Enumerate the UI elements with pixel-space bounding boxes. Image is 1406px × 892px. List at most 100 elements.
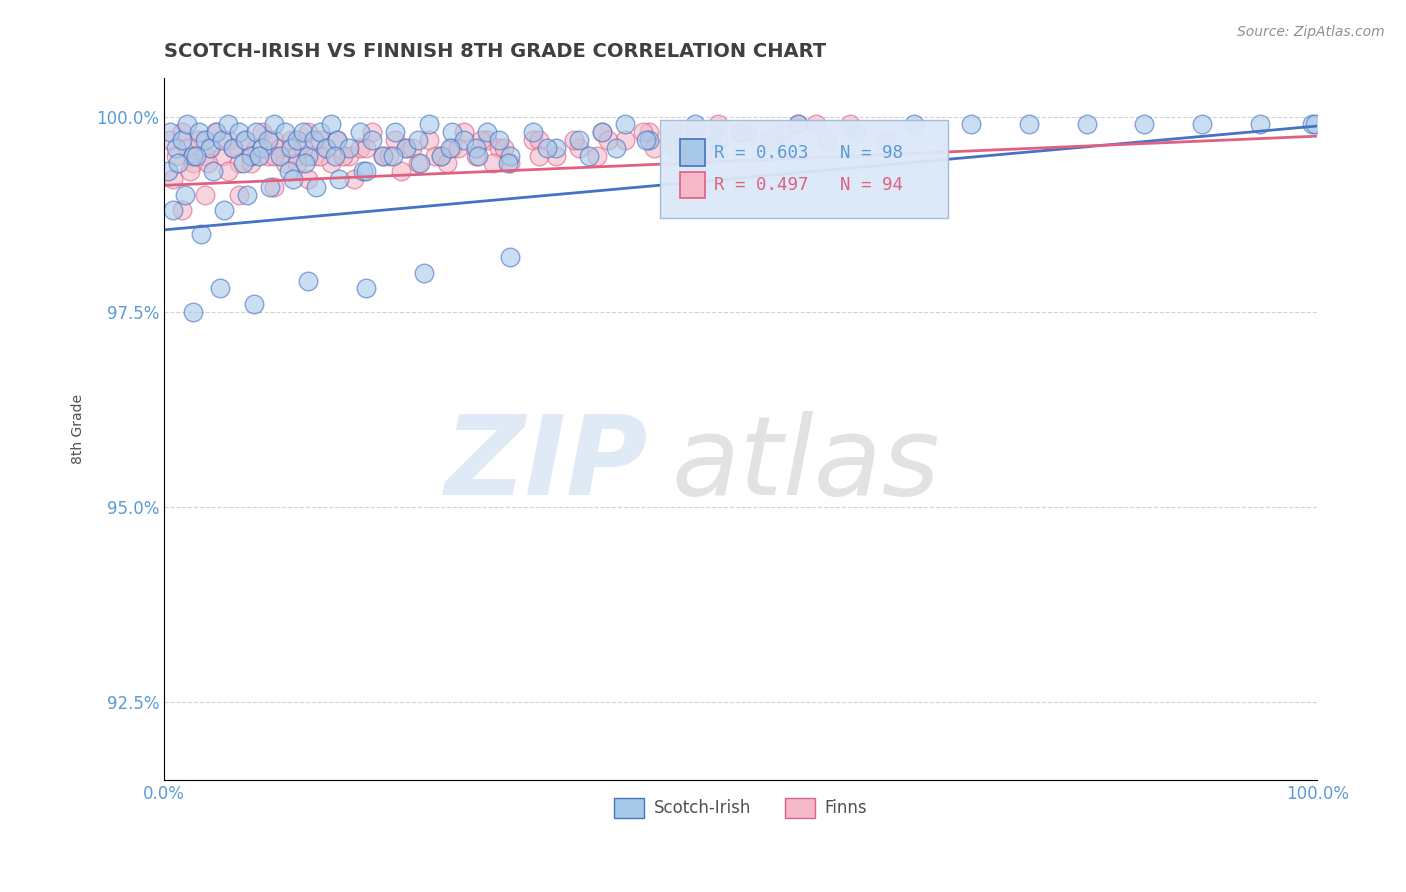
Point <box>453 125 475 139</box>
Point <box>1018 118 1040 132</box>
Point <box>425 149 447 163</box>
Point <box>637 133 659 147</box>
Point <box>1191 118 1213 132</box>
FancyBboxPatch shape <box>679 172 704 198</box>
Point <box>343 172 366 186</box>
Point <box>591 125 613 139</box>
Point <box>527 149 550 163</box>
Point <box>170 125 193 139</box>
Point <box>328 172 350 186</box>
Point <box>436 156 458 170</box>
Point <box>661 133 683 147</box>
Point <box>193 133 215 147</box>
Point <box>200 141 222 155</box>
Point <box>373 149 395 163</box>
Point <box>326 133 349 147</box>
Point <box>439 141 461 155</box>
Point <box>1249 118 1271 132</box>
Point <box>201 164 224 178</box>
Point <box>297 125 319 139</box>
Point <box>297 274 319 288</box>
Point <box>294 156 316 170</box>
Point <box>211 149 233 163</box>
Point <box>170 133 193 147</box>
Point <box>291 141 314 155</box>
Point <box>165 149 187 163</box>
Point <box>302 149 325 163</box>
Point <box>305 180 328 194</box>
Point <box>217 133 239 147</box>
Point <box>285 149 308 163</box>
Point <box>349 125 371 139</box>
Point <box>208 281 231 295</box>
Point <box>263 180 285 194</box>
Point <box>360 125 382 139</box>
Point <box>815 133 838 147</box>
Point <box>222 141 245 155</box>
Point <box>614 133 637 147</box>
Point <box>354 164 377 178</box>
Point <box>661 125 683 139</box>
Point <box>636 133 658 147</box>
Point <box>245 141 267 155</box>
Legend: Scotch-Irish, Finns: Scotch-Irish, Finns <box>607 791 875 825</box>
Point <box>233 133 256 147</box>
Point <box>384 133 406 147</box>
Point <box>252 125 274 139</box>
Point <box>562 133 585 147</box>
Point <box>200 141 222 155</box>
Point <box>546 149 568 163</box>
Point <box>205 125 228 139</box>
Point <box>352 164 374 178</box>
Point <box>349 141 371 155</box>
Point <box>354 281 377 295</box>
Point <box>662 141 685 155</box>
Point <box>683 118 706 132</box>
Point <box>302 133 325 147</box>
Point <box>1133 118 1156 132</box>
Point <box>409 156 432 170</box>
Point <box>337 141 360 155</box>
Point <box>430 149 453 163</box>
Point <box>758 133 780 147</box>
Point <box>321 118 343 132</box>
Point <box>412 266 434 280</box>
Point <box>315 141 337 155</box>
Point <box>263 118 285 132</box>
Point <box>228 187 250 202</box>
Point <box>378 149 401 163</box>
Text: Source: ZipAtlas.com: Source: ZipAtlas.com <box>1237 25 1385 39</box>
Point <box>217 164 239 178</box>
Point <box>960 118 983 132</box>
Point <box>496 156 519 170</box>
Point <box>643 141 665 155</box>
Point <box>373 149 395 163</box>
Point <box>174 187 197 202</box>
Point <box>384 125 406 139</box>
Text: SCOTCH-IRISH VS FINNISH 8TH GRADE CORRELATION CHART: SCOTCH-IRISH VS FINNISH 8TH GRADE CORREL… <box>165 42 827 61</box>
Point <box>167 156 190 170</box>
Point <box>430 149 453 163</box>
Point <box>232 156 254 170</box>
Point <box>401 141 423 155</box>
Point <box>1301 118 1323 132</box>
Point <box>181 149 204 163</box>
Point <box>605 141 627 155</box>
Point <box>181 305 204 319</box>
Point <box>217 118 239 132</box>
Point <box>159 133 181 147</box>
Point <box>522 125 544 139</box>
Point <box>585 149 607 163</box>
Point <box>787 118 810 132</box>
Point <box>228 156 250 170</box>
Point <box>527 133 550 147</box>
Point <box>193 149 215 163</box>
FancyBboxPatch shape <box>659 120 948 219</box>
Point <box>475 125 498 139</box>
Point <box>770 125 793 139</box>
Point <box>418 133 440 147</box>
Point <box>193 187 215 202</box>
Point <box>568 141 591 155</box>
Point <box>283 172 305 186</box>
Y-axis label: 8th Grade: 8th Grade <box>72 394 86 464</box>
